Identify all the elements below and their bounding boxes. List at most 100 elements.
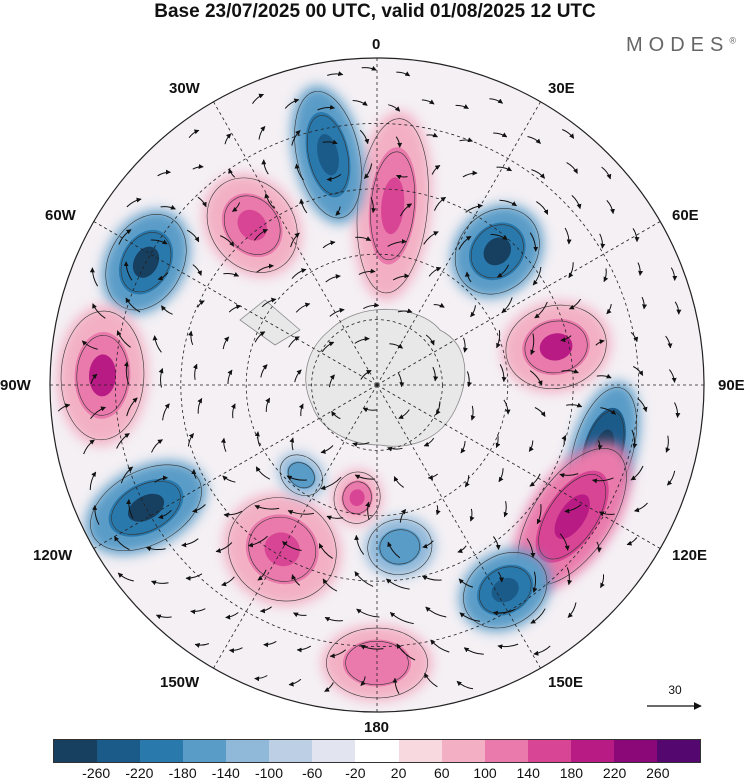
- wind-arrow: [228, 168, 236, 178]
- wind-arrow: [631, 429, 638, 449]
- wind-arrow: [592, 477, 614, 484]
- wind-arrow: [387, 446, 403, 452]
- wind-arrow: [126, 397, 138, 417]
- wind-arrow: [324, 682, 334, 692]
- colorbar-cell: [54, 740, 98, 762]
- wind-arrow: [288, 678, 302, 687]
- wind-arrow: [223, 510, 243, 518]
- lon-label-150e: 150E: [548, 674, 584, 691]
- wind-arrow: [223, 272, 240, 277]
- wind-arrow: [489, 98, 504, 104]
- wind-arrow: [125, 297, 141, 313]
- wind-arrow: [459, 137, 473, 143]
- wind-arrow: [601, 166, 612, 180]
- wind-arrow: [187, 433, 194, 447]
- wind-arrow: [626, 537, 638, 546]
- wind-arrow: [490, 233, 508, 241]
- wind-arrow: [396, 71, 411, 77]
- anomaly-pos-145W: [223, 493, 341, 606]
- wind-arrow: [90, 373, 98, 385]
- meridian-line: [213, 384, 378, 669]
- colorbar-tick-label: -220: [125, 765, 154, 781]
- anomaly-pos-120E: [513, 442, 632, 591]
- wind-arrow: [606, 304, 612, 315]
- wind-arrow: [503, 399, 511, 415]
- wind-arrow: [191, 469, 197, 479]
- wind-arrow: [116, 330, 131, 348]
- wind-arrow: [354, 534, 365, 555]
- wind-arrow: [325, 273, 341, 283]
- wind-arrow: [329, 649, 347, 659]
- wind-arrow: [260, 364, 268, 378]
- latitude-circle: [114, 122, 640, 648]
- anomaly-contour-fill: [88, 354, 117, 397]
- wind-arrow: [637, 262, 644, 276]
- wind-arrow: [396, 643, 416, 661]
- wind-arrow: [256, 263, 274, 273]
- wind-arrow: [329, 307, 345, 317]
- wind-arrow: [433, 196, 447, 211]
- meridian-line: [376, 384, 541, 669]
- wind-arrow: [120, 466, 134, 484]
- wind-arrow: [630, 465, 644, 481]
- wind-arrow: [253, 229, 269, 241]
- colorbar-cell: [312, 740, 356, 762]
- wind-arrow: [188, 330, 194, 345]
- wind-arrow: [89, 471, 97, 491]
- colorbar-cell: [484, 740, 528, 762]
- wind-arrow: [361, 65, 377, 71]
- anomaly-contour-line: [454, 208, 540, 295]
- wind-arrow: [263, 640, 277, 648]
- brand-logo: MODES®: [626, 34, 736, 57]
- wind-arrow: [81, 340, 98, 350]
- wind-arrow: [360, 644, 384, 650]
- wind-arrow: [534, 407, 546, 417]
- wind-arrow: [197, 196, 207, 208]
- wind-arrow: [355, 236, 372, 242]
- anomaly-neg-140W: [278, 452, 325, 498]
- wind-arrow: [596, 373, 612, 379]
- anomaly-contour-line: [524, 320, 588, 374]
- wind-arrow: [530, 333, 536, 355]
- wind-arrow: [264, 193, 275, 209]
- wind-arrow: [228, 304, 242, 313]
- wind-arrow: [231, 202, 241, 212]
- wind-arrow: [532, 266, 542, 286]
- wind-arrow: [258, 126, 266, 140]
- wind-arrow: [392, 677, 400, 695]
- wind-arrow: [459, 612, 481, 622]
- wind-arrow: [395, 136, 403, 148]
- wind-arrow: [469, 508, 475, 522]
- wind-arrow: [154, 475, 168, 483]
- anomaly-contour-line: [379, 529, 421, 565]
- wind-arrow: [392, 273, 410, 281]
- wind-arrow: [530, 608, 546, 624]
- colorbar-cell: [441, 740, 485, 762]
- wind-arrow: [254, 331, 266, 343]
- wind-arrow: [399, 203, 413, 217]
- wind-arrow: [157, 272, 169, 281]
- wind-arrow: [568, 298, 582, 310]
- wind-arrow: [503, 501, 509, 518]
- anomaly-contour-fill: [294, 468, 309, 482]
- wind-arrow: [358, 268, 376, 275]
- wind-arrow: [421, 99, 435, 105]
- wind-arrow: [190, 608, 206, 615]
- wind-arrow: [466, 371, 472, 388]
- wind-arrow: [533, 645, 551, 656]
- wind-arrow: [566, 402, 583, 408]
- wind-arrow: [501, 297, 513, 313]
- colorbar-cell: [355, 740, 399, 762]
- wind-arrow: [562, 129, 575, 139]
- lon-label-90w: 90W: [0, 377, 31, 394]
- wind-arrow: [293, 612, 307, 618]
- wind-arrow: [637, 398, 648, 413]
- wind-arrow: [496, 330, 501, 349]
- wind-arrow: [152, 335, 162, 353]
- lon-label-60e: 60E: [672, 207, 699, 224]
- wind-arrow: [221, 576, 235, 587]
- polar-stereographic-map: [49, 57, 705, 713]
- wind-arrow: [599, 233, 606, 249]
- wind-arrow: [294, 163, 304, 181]
- lon-label-90e: 90E: [718, 377, 745, 394]
